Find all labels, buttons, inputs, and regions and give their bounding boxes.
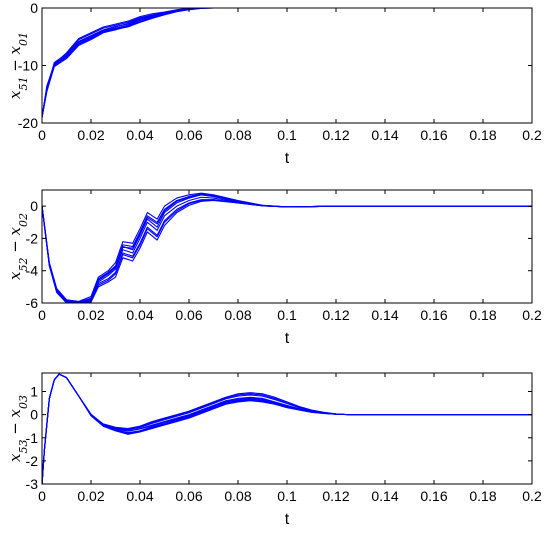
x-tick-label: 0.12 (322, 127, 349, 143)
y-tick-label: -4 (26, 263, 39, 279)
x-axis-label: t (285, 150, 290, 167)
x-tick-label: 0.12 (322, 488, 349, 504)
y-tick-label: 0 (30, 198, 38, 214)
x-tick-label: 0.1 (277, 488, 297, 504)
x-tick-label: 0.04 (126, 307, 153, 323)
y-tick-label: 1 (30, 384, 38, 400)
series-group (42, 373, 532, 484)
x-tick-label: 0.02 (77, 488, 104, 504)
x-tick-label: 0.14 (371, 488, 398, 504)
y-tick-label: -6 (26, 295, 39, 311)
y-tick-label: -20 (18, 115, 38, 131)
x-tick-label: 0 (38, 488, 46, 504)
x-tick-label: 0.08 (224, 127, 251, 143)
y-tick-label: -10 (18, 58, 38, 74)
x-tick-label: 0.12 (322, 307, 349, 323)
x-tick-label: 0.14 (371, 127, 398, 143)
series-line-2 (42, 8, 532, 118)
x-tick-label: 0.2 (522, 127, 542, 143)
x-tick-label: 0.18 (469, 488, 496, 504)
y-axis-label: x52 − x02 (6, 213, 30, 280)
x-tick-label: 0.18 (469, 127, 496, 143)
subplot-1: 0 0.02 0.04 0.06 0.08 0.1 0.12 0.14 0.16 0.18 0.2 -… (6, 0, 542, 167)
x-tick-label: 0.08 (224, 307, 251, 323)
x-tick-label: 0.06 (175, 307, 202, 323)
x-tick-label: 0.14 (371, 307, 398, 323)
series-group (42, 8, 532, 118)
y-tick-label: -2 (26, 230, 39, 246)
y-tick-label: 0 (30, 0, 38, 16)
x-tick-label: 0.02 (77, 127, 104, 143)
series-line-3 (42, 192, 532, 302)
series-line-6 (42, 193, 532, 303)
y-axis-label: x53 − x03 (6, 395, 30, 462)
x-tick-label: 0.1 (277, 127, 297, 143)
x-axis-label: t (285, 330, 290, 347)
x-tick-label: 0.16 (420, 127, 447, 143)
x-tick-label: 0.04 (126, 488, 153, 504)
y-tick-label: -3 (26, 476, 39, 492)
x-tick-label: 0.18 (469, 307, 496, 323)
subplot-2: 0 0.02 0.04 0.06 0.08 0.1 0.12 0.14 0.16 0.18 0.2 -… (6, 189, 542, 347)
series-line-7 (42, 199, 532, 303)
series-line-8 (42, 373, 532, 484)
y-tick-label: -1 (26, 430, 39, 446)
series-group (42, 192, 532, 303)
x-tick-label: 0.2 (522, 307, 542, 323)
x-tick-label: 0.16 (420, 488, 447, 504)
series-line-6 (42, 8, 532, 118)
x-tick-label: 0.06 (175, 127, 202, 143)
series-line-8 (42, 194, 532, 303)
x-tick-label: 0.08 (224, 488, 251, 504)
y-tick-label: 0 (30, 407, 38, 423)
x-tick-label: 0.2 (522, 488, 542, 504)
series-line-1 (42, 194, 532, 303)
subplot-3: 0 0.02 0.04 0.06 0.08 0.1 0.12 0.14 0.16 0.18 0.2 -… (6, 372, 542, 528)
x-tick-label: 0.06 (175, 488, 202, 504)
x-tick-label: 0 (38, 127, 46, 143)
series-line-7 (42, 8, 532, 118)
series-line-2 (42, 199, 532, 303)
y-tick-label: -2 (26, 453, 39, 469)
x-tick-label: 0.04 (126, 127, 153, 143)
x-axis-label: t (285, 511, 290, 528)
x-tick-label: 0.16 (420, 307, 447, 323)
x-tick-label: 0 (38, 307, 46, 323)
x-tick-label: 0.1 (277, 307, 297, 323)
y-axis-label: x51 − x01 (6, 32, 30, 99)
series-line-4 (42, 196, 532, 303)
x-tick-label: 0.02 (77, 307, 104, 323)
series-line-5 (42, 199, 532, 303)
series-line-8 (42, 8, 532, 118)
